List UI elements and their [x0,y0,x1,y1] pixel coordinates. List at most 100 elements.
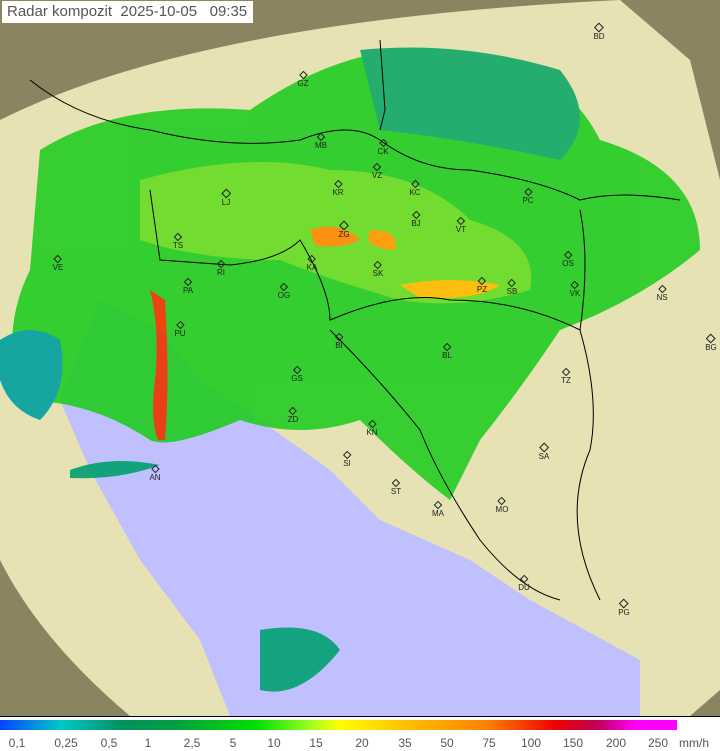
city-diamond-icon [539,442,549,453]
city-diamond-icon [373,260,383,270]
city-diamond-icon [507,278,517,288]
legend-tick: 50 [440,736,454,750]
city-marker-sk: SK [372,260,384,278]
city-label: ZG [338,230,350,239]
map-title: Radar kompozit 2025-10-05 09:35 [2,1,254,23]
city-marker-pc: PC [522,187,534,205]
city-label: KC [409,188,421,197]
city-label: SA [538,452,550,461]
city-marker-pa: PA [182,277,194,295]
city-label: PZ [476,285,488,294]
city-label: VE [52,263,64,272]
city-marker-mb: MB [315,132,327,150]
city-label: TS [172,241,184,250]
city-diamond-icon [175,320,185,330]
city-diamond-icon [216,259,226,269]
city-label: VZ [371,171,383,180]
country-borders [29,39,681,601]
city-label: PU [174,329,186,338]
city-marker-bi: BI [334,332,344,350]
city-marker-pz: PZ [476,276,488,294]
legend-tick: 0,5 [100,736,118,750]
city-label: VT [455,225,467,234]
city-diamond-icon [279,282,289,292]
city-marker-si: SI [342,450,352,468]
city-marker-vz: VZ [371,162,383,180]
city-label: SK [372,269,384,278]
city-marker-bg: BG [705,333,717,352]
city-label: CK [377,147,389,156]
city-marker-ck: CK [377,138,389,156]
city-marker-vk: VK [570,280,580,298]
legend-tick: 20 [355,736,369,750]
city-diamond-icon [433,500,443,510]
city-diamond-icon [706,333,716,344]
city-label: BG [705,343,717,352]
city-label: RI [217,268,225,277]
city-diamond-icon [183,277,193,287]
city-label: SB [506,287,518,296]
city-label: SI [343,459,351,468]
city-diamond-icon [410,179,420,189]
city-label: GS [291,374,303,383]
city-diamond-icon [497,496,507,506]
legend-tick: 15 [309,736,323,750]
city-marker-ve: VE [52,254,64,272]
city-marker-pg: PG [618,598,630,617]
city-marker-lj: LJ [221,188,231,207]
legend-tick: 75 [482,736,496,750]
city-diamond-icon [150,464,160,474]
city-diamond-icon [411,210,421,220]
city-marker-ka: KA [306,254,318,272]
city-marker-tz: TZ [561,367,571,385]
city-label: LJ [221,198,231,207]
city-label: GZ [297,79,309,88]
city-marker-ri: RI [216,259,226,277]
city-marker-bj: BJ [411,210,421,228]
city-marker-kn: KN [366,419,378,437]
city-label: BD [593,32,605,41]
city-label: DU [518,583,530,592]
legend-tick: 1 [144,736,152,750]
city-label: KA [306,263,318,272]
city-diamond-icon [288,406,298,416]
legend-tick: 10 [267,736,281,750]
legend-tick: 100 [520,736,542,750]
color-scale-bar [0,720,677,730]
city-marker-du: DU [518,574,530,592]
city-label: AN [149,473,161,482]
city-label: OS [562,259,574,268]
city-label: TZ [561,376,571,385]
legend-tick: 150 [562,736,584,750]
city-marker-ns: NS [656,284,668,302]
city-diamond-icon [619,598,629,609]
city-label: PA [182,286,194,295]
city-marker-ma: MA [432,500,444,518]
legend-tick: 5 [229,736,237,750]
legend-tick: 35 [398,736,412,750]
city-marker-bl: BL [442,342,452,360]
city-diamond-icon [378,138,388,148]
radar-map: GZ MB CK VZ KR KC LJ ZG BJ VT PC TS KA SK OS VE RI PA OG PZ… [0,0,720,717]
city-marker-kr: KR [332,179,344,197]
city-label: BL [442,351,452,360]
city-marker-os: OS [562,250,574,268]
city-marker-an: AN [149,464,161,482]
city-diamond-icon [570,280,580,290]
city-marker-sb: SB [506,278,518,296]
city-diamond-icon [367,419,377,429]
city-marker-mo: MO [496,496,508,514]
city-label: ST [390,487,402,496]
city-diamond-icon [298,70,308,80]
city-marker-pu: PU [174,320,186,338]
precipitation [0,47,700,692]
city-diamond-icon [391,478,401,488]
legend-unit: mm/h [679,736,709,750]
map-graphics [0,0,720,716]
city-diamond-icon [523,187,533,197]
city-diamond-icon [53,254,63,264]
city-diamond-icon [372,162,382,172]
city-marker-vt: VT [455,216,467,234]
city-diamond-icon [477,276,487,286]
city-label: PG [618,608,630,617]
